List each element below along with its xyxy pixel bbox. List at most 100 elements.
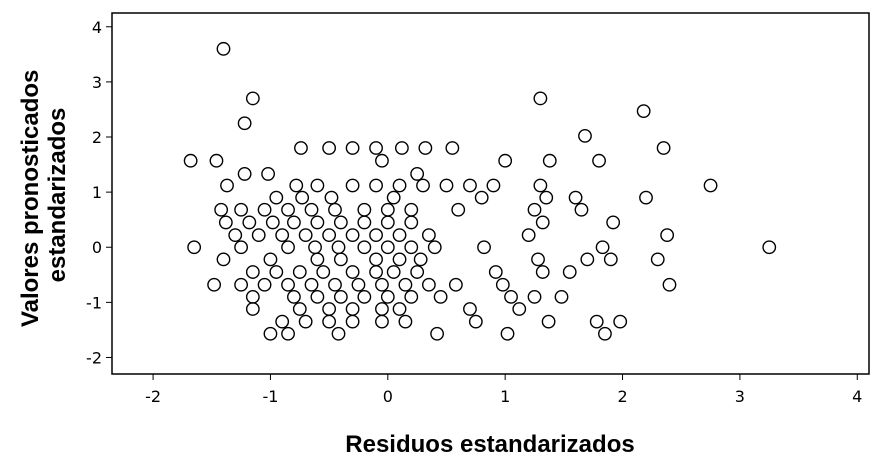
data-point (216, 252, 231, 267)
data-point (568, 190, 583, 205)
data-point (357, 240, 372, 255)
y-tick-label: 4 (92, 18, 102, 37)
y-tick-label: -1 (86, 293, 102, 312)
data-point (322, 302, 337, 316)
data-point (331, 326, 346, 341)
data-point (275, 228, 290, 243)
data-point (304, 277, 319, 292)
data-point (413, 252, 428, 267)
data-point (310, 178, 325, 193)
x-tick-label: 2 (617, 387, 627, 406)
x-tick-label: 1 (500, 387, 510, 406)
data-point (322, 314, 337, 329)
data-point (357, 289, 372, 304)
data-point (451, 202, 466, 217)
data-point (369, 141, 383, 155)
data-point (527, 202, 542, 217)
data-point (316, 265, 331, 279)
data-point (322, 228, 337, 243)
data-point (574, 202, 589, 217)
data-point (439, 178, 454, 193)
data-point (310, 215, 325, 230)
data-point (357, 215, 372, 230)
data-point (324, 190, 339, 205)
data-point (257, 202, 272, 217)
data-point (214, 202, 229, 217)
data-point (281, 326, 295, 341)
data-point (207, 277, 222, 292)
x-tick-label: 4 (852, 387, 862, 406)
data-point (380, 215, 395, 230)
data-point (650, 252, 665, 267)
data-point (263, 326, 278, 341)
data-point (257, 277, 272, 292)
data-point (762, 240, 777, 255)
data-point (398, 277, 413, 292)
data-point (398, 314, 413, 329)
data-point (430, 326, 444, 341)
data-point (218, 215, 233, 230)
data-point (345, 178, 360, 193)
data-point (562, 265, 577, 279)
data-point (463, 302, 477, 316)
data-point (234, 240, 249, 255)
data-point (498, 153, 513, 168)
data-point (369, 252, 383, 267)
data-point (474, 190, 489, 205)
data-point (242, 215, 257, 230)
y-tick-label: -2 (86, 348, 102, 367)
data-point (539, 190, 554, 205)
data-point (495, 277, 510, 292)
y-axis: -2 -1 0 1 2 3 4 (86, 18, 112, 367)
data-point (333, 215, 348, 230)
data-point (421, 277, 436, 292)
x-tick-label: -1 (262, 387, 278, 406)
data-point (392, 228, 407, 243)
data-point (542, 153, 557, 168)
plot-frame (111, 12, 870, 375)
y-tick-label: 3 (92, 73, 102, 92)
data-point (375, 302, 389, 316)
data-point (468, 314, 483, 329)
data-point (662, 277, 677, 292)
data-point (292, 302, 307, 316)
data-point (392, 252, 407, 267)
data-point (392, 302, 407, 316)
data-point (656, 141, 671, 155)
data-point (345, 314, 360, 329)
data-point (187, 240, 202, 255)
y-axis-title-line-1: Valores pronosticados (17, 70, 44, 327)
data-point (328, 277, 342, 292)
data-point (375, 277, 389, 292)
data-point (333, 289, 348, 304)
data-point (234, 277, 249, 292)
data-point (328, 202, 342, 217)
data-point (345, 265, 360, 279)
data-point (703, 178, 718, 193)
data-point (183, 153, 198, 168)
data-point (535, 265, 550, 279)
data-point (310, 289, 325, 304)
data-point (281, 202, 295, 217)
data-point (245, 302, 260, 316)
data-point (535, 215, 550, 230)
data-point (281, 277, 295, 292)
data-point (333, 252, 348, 267)
data-point (369, 228, 383, 243)
data-point (639, 190, 653, 205)
data-point (289, 178, 304, 193)
data-point (613, 314, 628, 329)
data-point (531, 252, 545, 267)
data-point (287, 289, 301, 304)
y-tick-label: 1 (92, 183, 102, 202)
data-point (660, 228, 675, 243)
data-point (265, 215, 280, 230)
data-point (298, 314, 313, 329)
data-point (304, 202, 319, 217)
x-axis-title: Residuos estandarizados (345, 431, 634, 458)
data-point (245, 91, 260, 106)
data-point (331, 240, 346, 255)
data-point (527, 289, 542, 304)
data-point (310, 252, 325, 267)
data-point (477, 240, 491, 255)
